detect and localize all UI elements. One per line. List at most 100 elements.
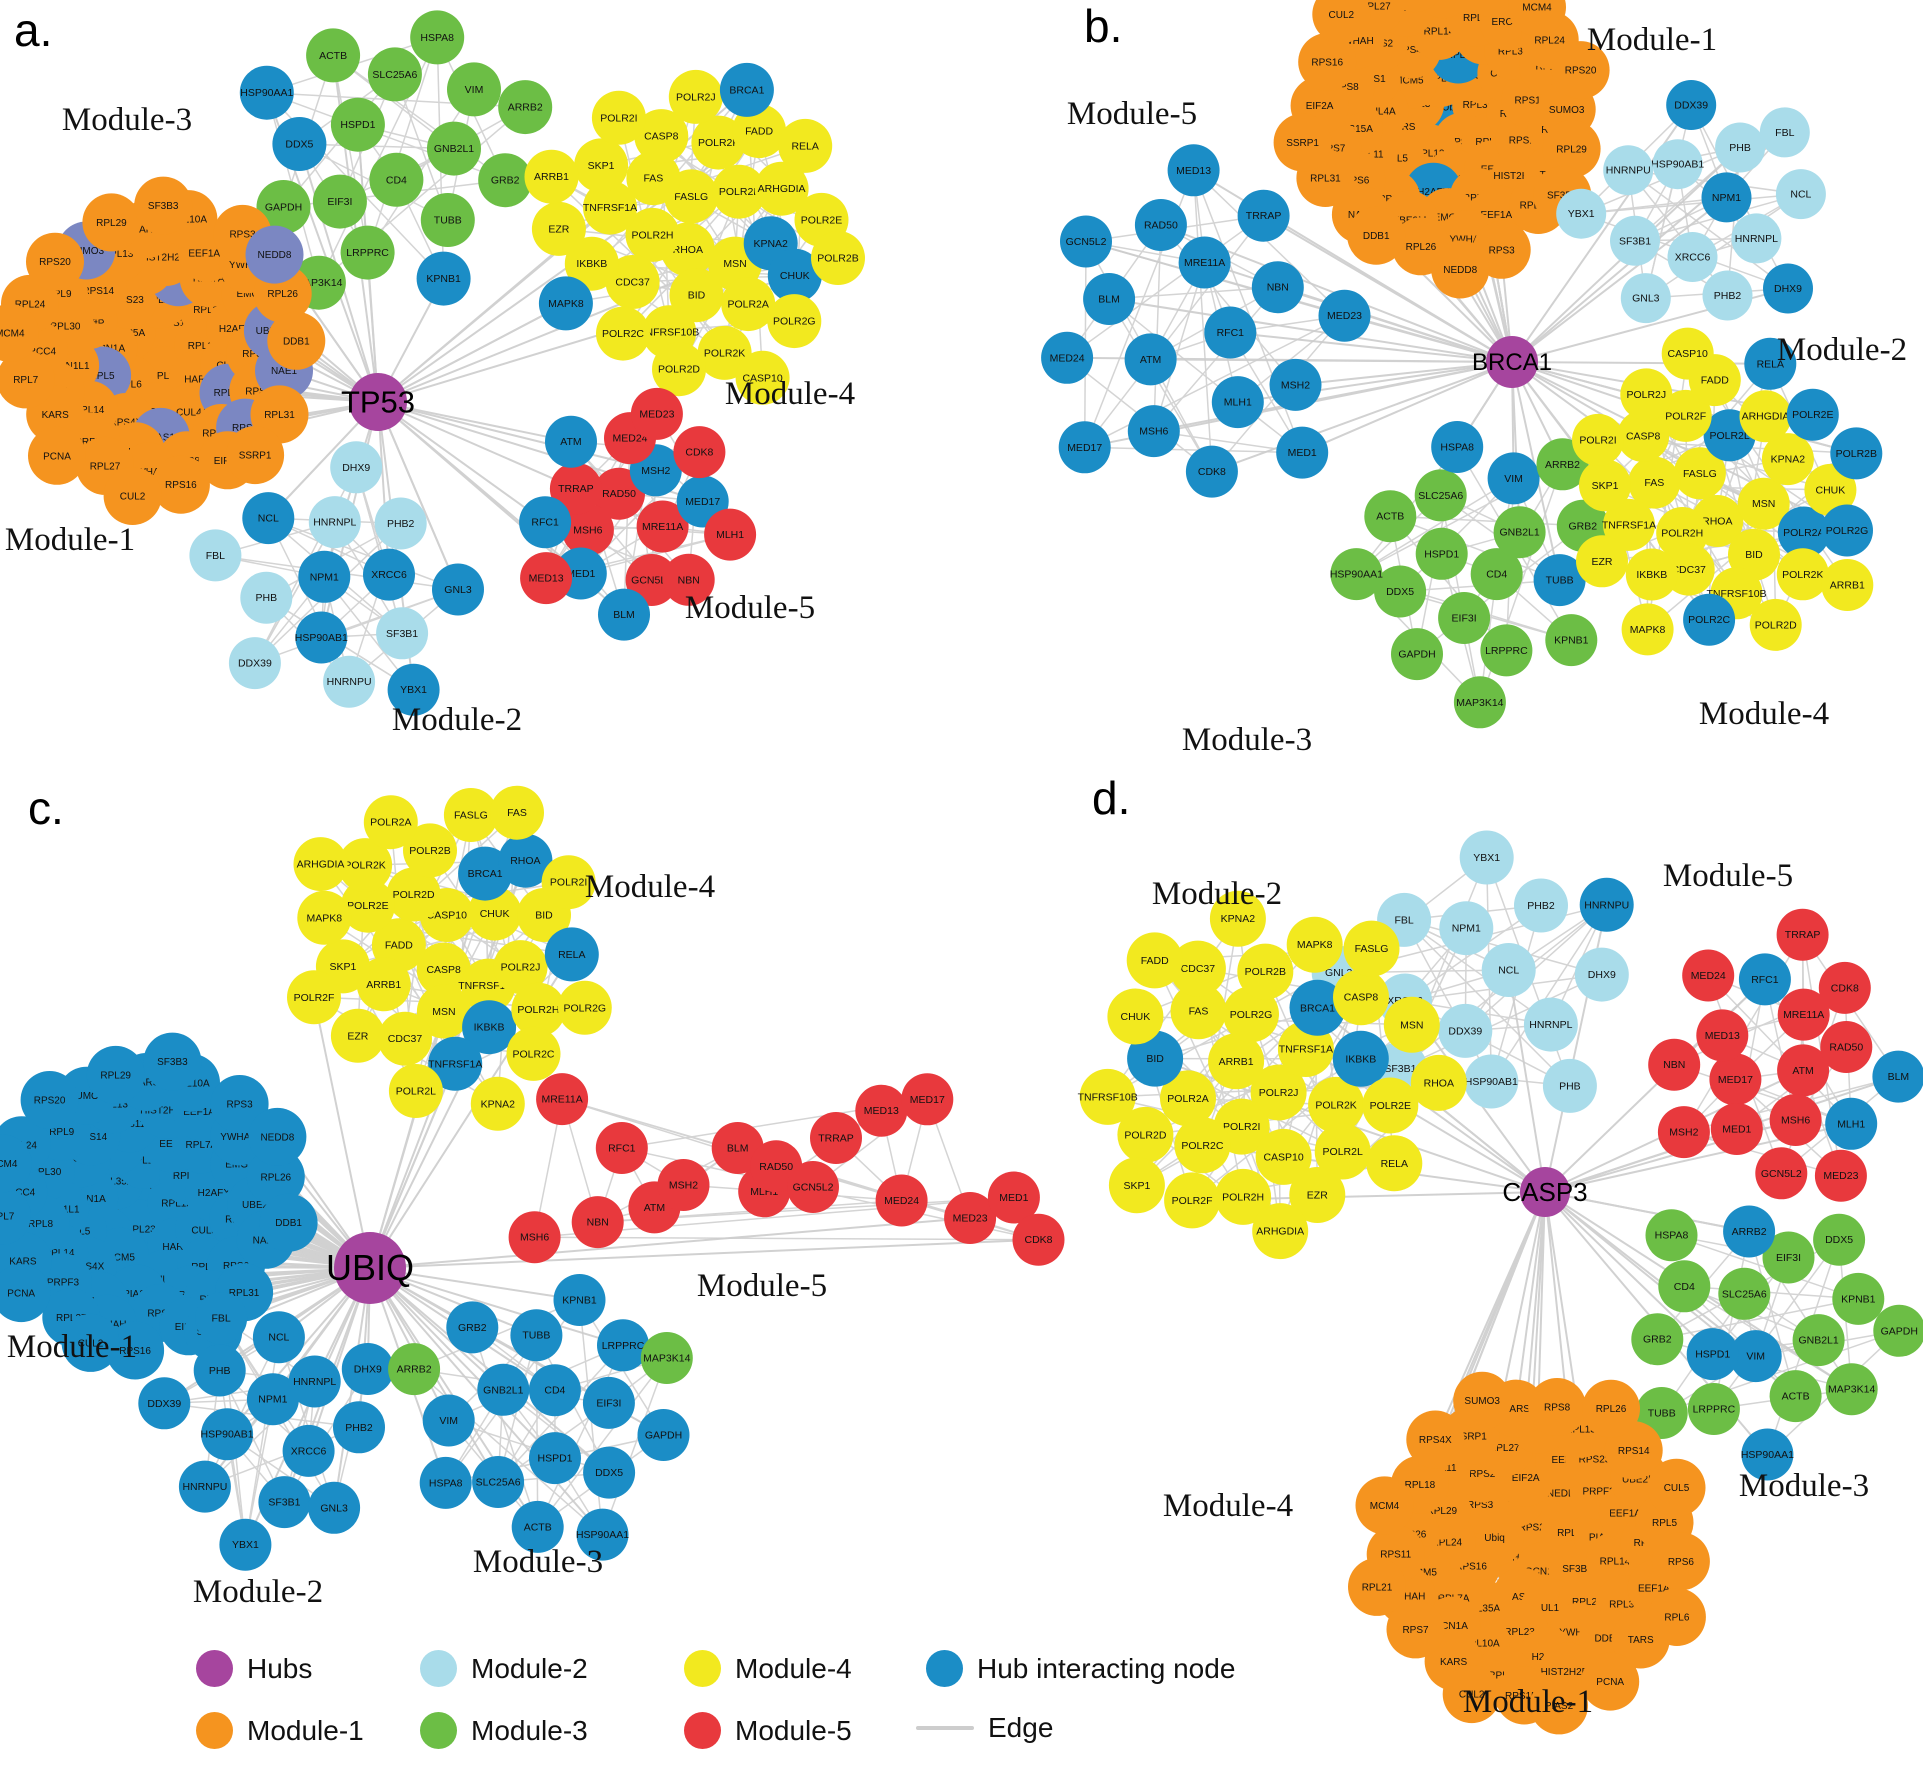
node-NPM1: NPM1 bbox=[246, 1373, 299, 1426]
node-label: NPM1 bbox=[1452, 923, 1481, 935]
node-label: RPS14 bbox=[1618, 1446, 1650, 1457]
node-label: MLH1 bbox=[716, 529, 744, 541]
node-label: MCM4 bbox=[1370, 1501, 1400, 1512]
node-label: PHB bbox=[256, 592, 278, 604]
node-label: RPL10A bbox=[1462, 1638, 1500, 1649]
node-SLC25A6: SLC25A6 bbox=[472, 1456, 525, 1508]
node-label: RPS16 bbox=[119, 1346, 151, 1357]
node-label: GNB2L1 bbox=[434, 143, 474, 155]
node-label: TRRAP bbox=[1785, 929, 1821, 941]
node-POLR2B: POLR2B bbox=[1830, 427, 1883, 480]
node-GNB2L1: GNB2L1 bbox=[1493, 506, 1546, 559]
node-label: DDX5 bbox=[595, 1467, 623, 1479]
node-ARHGDIA: ARHGDIA bbox=[293, 837, 348, 892]
node-label: RPS16 bbox=[1311, 58, 1343, 69]
node-label: ATM bbox=[1792, 1065, 1813, 1077]
node-label: RPL7 bbox=[13, 375, 38, 386]
node-label: CD4 bbox=[544, 1385, 565, 1397]
node-YBX1: YBX1 bbox=[1459, 830, 1514, 885]
node-label: HNRNPL bbox=[293, 1376, 336, 1388]
node-label: HARS bbox=[162, 1242, 190, 1253]
node-label: RPL26 bbox=[1406, 242, 1437, 253]
node-MAPK8: MAPK8 bbox=[1621, 603, 1674, 656]
node-HSPD1: HSPD1 bbox=[330, 97, 385, 152]
node-NPM1: NPM1 bbox=[298, 550, 351, 603]
node-GRB2: GRB2 bbox=[478, 153, 533, 208]
node-label: MED17 bbox=[910, 1094, 945, 1106]
node-label: FAS bbox=[1644, 477, 1664, 489]
node-RHOA: RHOA bbox=[498, 833, 553, 888]
node-PHB2: PHB2 bbox=[1514, 878, 1568, 933]
node-label: GNB2L1 bbox=[483, 1384, 523, 1396]
node-ARHGDIA: ARHGDIA bbox=[754, 161, 809, 216]
node-label: MED1 bbox=[1288, 447, 1317, 459]
node-label: FBL bbox=[1775, 127, 1794, 139]
node-POLR2J: POLR2J bbox=[668, 69, 723, 124]
node-label: RFC1 bbox=[531, 517, 559, 529]
node-label: RPS2 bbox=[242, 349, 269, 360]
node-label: HSP90AA1 bbox=[240, 87, 293, 99]
node-label: CUL5 bbox=[191, 1225, 217, 1236]
node-MAPK8: MAPK8 bbox=[538, 276, 593, 331]
node-IKBKB: IKBKB bbox=[1625, 548, 1678, 601]
node-BRCA1: BRCA1 bbox=[719, 62, 774, 117]
node-label: YBX1 bbox=[1473, 852, 1500, 864]
labels: Module-4 Module-1 Module-5 Module-2 Module-3… bbox=[7, 782, 827, 1610]
node-EZR: EZR bbox=[531, 201, 586, 256]
node-label: RPL29 bbox=[100, 1070, 131, 1081]
node-label: FBL bbox=[1394, 914, 1413, 926]
node-SUMO3: SUMO3 bbox=[1453, 1371, 1512, 1430]
node-DHX9: DHX9 bbox=[1574, 947, 1629, 1002]
node-label: RPL35A bbox=[1463, 1604, 1501, 1615]
node-CUL2: CUL2 bbox=[1312, 0, 1371, 44]
node-label: SF3B1 bbox=[268, 1497, 300, 1509]
module-label: Module-4 bbox=[725, 376, 855, 412]
node-label: RPS3 bbox=[1467, 1500, 1494, 1511]
node-CASP8: CASP8 bbox=[416, 942, 471, 997]
node-label: H2AFX bbox=[219, 324, 252, 335]
node-label: RAD50 bbox=[1144, 220, 1178, 232]
node-label: MED17 bbox=[1067, 442, 1102, 454]
node-label: ARRB2 bbox=[397, 1364, 432, 1376]
node-label: TNFRSF1A bbox=[428, 1058, 482, 1070]
node-label: MED17 bbox=[685, 496, 720, 508]
node-DDX39: DDX39 bbox=[228, 637, 281, 690]
node-label: GAPDH bbox=[1398, 649, 1435, 661]
node-label: LRPPRC bbox=[1485, 645, 1528, 657]
node-label: PIAS2 bbox=[1545, 1701, 1574, 1712]
node-POLR2C: POLR2C bbox=[1683, 593, 1736, 646]
node-label: POLR2D bbox=[1755, 619, 1797, 631]
node-label: CUL2 bbox=[1459, 1690, 1485, 1701]
node-POLR2G: POLR2G bbox=[557, 980, 612, 1035]
node-ACTB: ACTB bbox=[1769, 1370, 1822, 1423]
node-CHUK: CHUK bbox=[1804, 463, 1857, 516]
node-label: POLR2K bbox=[704, 347, 745, 359]
node-label: DDB1 bbox=[275, 1218, 302, 1229]
node-RPS8: RPS8 bbox=[1528, 1378, 1587, 1436]
node-FADD: FADD bbox=[732, 104, 787, 159]
node-label: ARRB1 bbox=[1830, 580, 1865, 592]
node-label: PHB bbox=[1729, 142, 1751, 154]
module-label: Module-3 bbox=[62, 102, 192, 138]
node-GAPDH: GAPDH bbox=[637, 1409, 690, 1461]
node-label: SF3B3 bbox=[1547, 191, 1578, 202]
node-label: VIM bbox=[439, 1415, 458, 1427]
node-RPL21: RPL21 bbox=[1348, 1557, 1406, 1616]
node-label: SUMO3 bbox=[69, 246, 105, 257]
node-POLR2I: POLR2I bbox=[591, 90, 646, 145]
node-label: FADD bbox=[1141, 955, 1169, 967]
node-label: POLR2I bbox=[600, 112, 637, 124]
node-MCM4: MCM4 bbox=[1508, 0, 1566, 37]
node-MSH2: MSH2 bbox=[657, 1159, 710, 1211]
node-CASP10: CASP10 bbox=[1255, 1128, 1312, 1185]
node-label: DDX39 bbox=[1448, 1025, 1482, 1037]
node-PHB: PHB bbox=[193, 1344, 246, 1397]
node-label: CASP8 bbox=[1626, 431, 1661, 443]
node-label: MRE11A bbox=[642, 521, 683, 533]
node-label: YBX1 bbox=[400, 684, 427, 696]
node-POLR2D: POLR2D bbox=[386, 867, 441, 922]
node-label: RPS23 bbox=[1579, 1454, 1611, 1465]
node-label: DDB1 bbox=[1594, 1634, 1621, 1645]
node-TRRAP: TRRAP bbox=[810, 1112, 862, 1164]
panel-d: NCLDDX39NPM1HNRNPLXRCC6PHB2HSP90AB1FBLDH… bbox=[1078, 772, 1923, 1735]
